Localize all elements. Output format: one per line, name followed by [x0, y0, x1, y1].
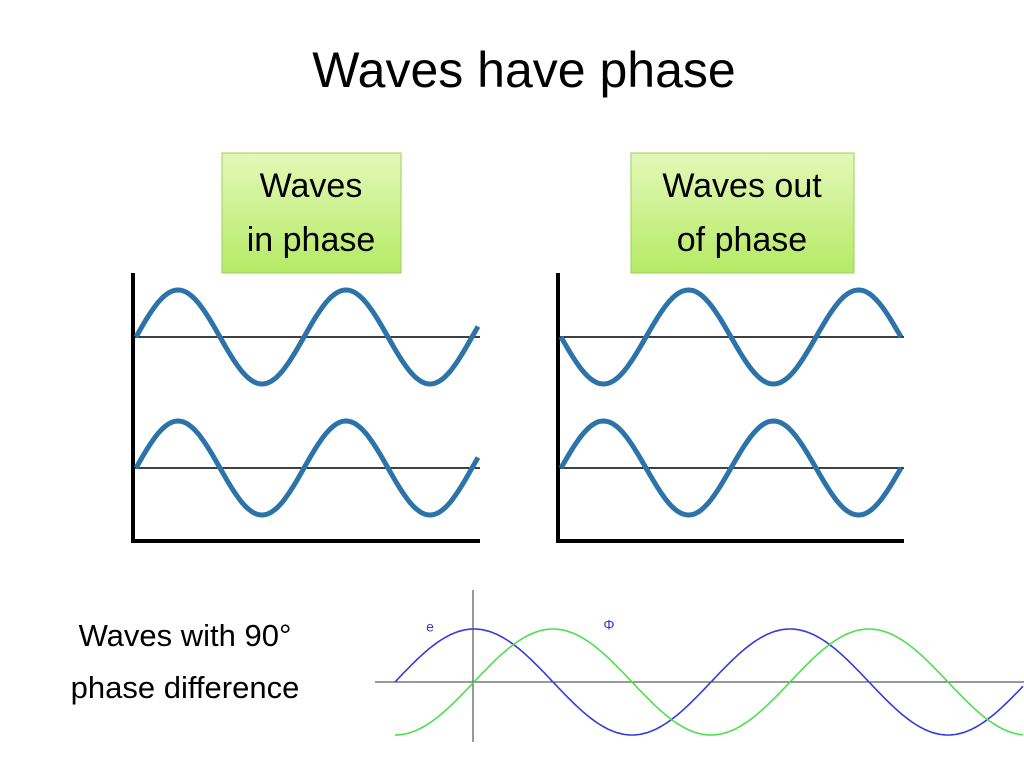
wave — [558, 418, 904, 518]
slide-title: Waves have phase — [312, 42, 735, 98]
caption: phase difference — [71, 670, 300, 705]
box-text: of phase — [677, 221, 807, 259]
wave — [395, 628, 1024, 736]
label-box — [630, 152, 855, 274]
box-text: Waves — [260, 167, 363, 205]
box-text: in phase — [247, 221, 376, 259]
wave — [394, 628, 1024, 736]
plot-label: Φ — [603, 617, 614, 633]
plot-label: e — [426, 619, 434, 635]
wave — [133, 418, 481, 518]
wave — [133, 287, 481, 387]
wave — [558, 287, 904, 387]
caption: Waves with 90° — [79, 618, 292, 653]
box-text: Waves out — [662, 167, 822, 205]
label-box — [221, 152, 402, 274]
